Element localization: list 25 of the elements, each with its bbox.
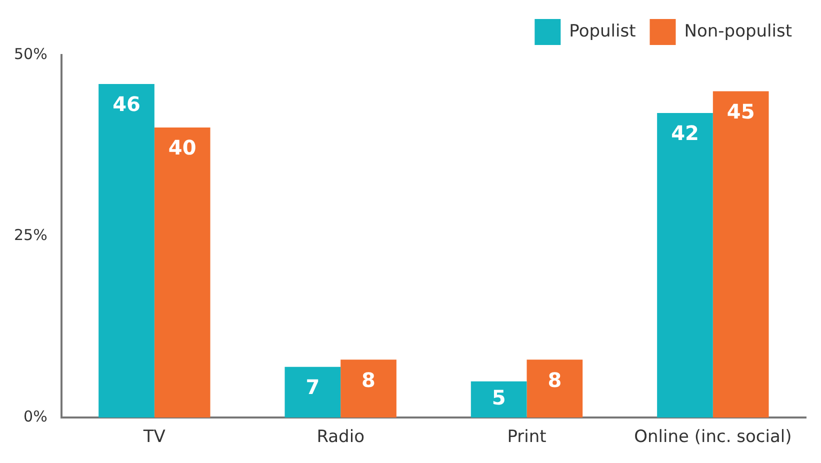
data-label: 8: [548, 368, 562, 392]
data-label: 46: [112, 92, 140, 116]
y-tick-label: 25%: [14, 226, 48, 244]
y-tick-label: 0%: [24, 407, 48, 426]
data-label: 42: [671, 121, 699, 146]
bar: [470, 381, 527, 418]
bar: [712, 91, 769, 418]
bar: [284, 366, 341, 418]
legend-label: Populist: [569, 21, 636, 42]
data-label: 5: [492, 386, 506, 410]
data-label: 8: [362, 368, 376, 392]
bar: [340, 360, 396, 418]
y-tick-label: 50%: [14, 44, 48, 63]
x-tick-label: Radio: [316, 427, 364, 448]
bar: [526, 360, 583, 418]
bar: [657, 113, 713, 418]
x-tick-label: Print: [507, 427, 547, 448]
bar: [98, 84, 154, 418]
data-label: 7: [306, 375, 320, 400]
bar: [154, 128, 210, 418]
x-tick-label: Online (inc. social): [634, 427, 792, 448]
data-label: 40: [168, 136, 196, 160]
legend-label: Non-populist: [684, 21, 792, 42]
data-label: 45: [726, 99, 755, 124]
x-tick-label: TV: [142, 427, 166, 448]
